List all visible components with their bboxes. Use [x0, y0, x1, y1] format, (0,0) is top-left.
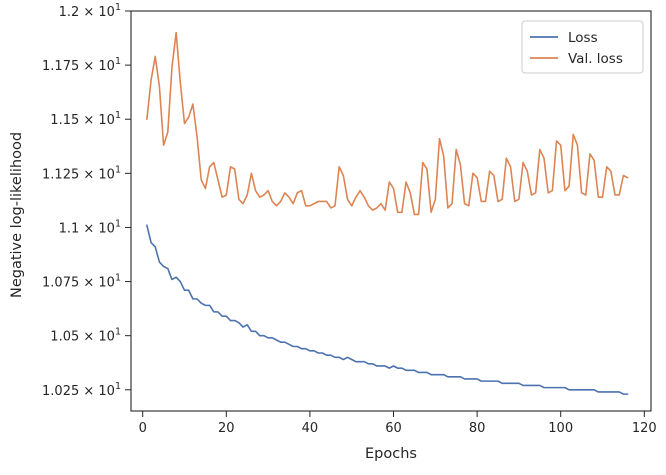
y-axis-label: Negative log-likelihood — [9, 132, 25, 298]
plot-frame — [130, 10, 652, 412]
y-axis: 1.025 × 101 1.05 × 101 1.075 × 101 1.1 × 10… — [42, 2, 131, 399]
series-line-2 — [146, 31, 629, 216]
x-tick-label: 100 — [548, 421, 573, 436]
legend: Loss Val. loss — [521, 20, 644, 74]
plot-area — [130, 10, 652, 412]
legend-box — [521, 20, 644, 74]
x-tick-label: 60 — [385, 421, 402, 436]
y-tick-label: 1.2 × 101 — [59, 2, 121, 20]
x-tick-label: 40 — [302, 421, 319, 436]
y-tick-label: 1.125 × 101 — [42, 164, 121, 182]
y-tick-label: 1.075 × 101 — [42, 273, 121, 291]
x-axis-label: Epochs — [365, 446, 417, 462]
legend-entry-1: Loss — [568, 30, 598, 46]
y-tick-label: 1.175 × 101 — [42, 56, 121, 74]
x-axis: 0 20 40 60 80 100 120 — [139, 411, 657, 436]
y-tick-label: 1.1 × 101 — [59, 218, 121, 236]
x-tick-label: 0 — [139, 421, 147, 436]
y-tick-label: 1.05 × 101 — [50, 327, 121, 345]
series-lines — [146, 31, 629, 395]
x-tick-label: 20 — [218, 421, 235, 436]
y-tick-label: 1.15 × 101 — [50, 110, 121, 128]
legend-entry-2: Val. loss — [568, 51, 623, 67]
x-tick-label: 120 — [632, 421, 657, 436]
x-tick-label: 80 — [469, 421, 486, 436]
series-line-1 — [146, 224, 629, 395]
y-tick-label: 1.025 × 101 — [42, 381, 121, 399]
